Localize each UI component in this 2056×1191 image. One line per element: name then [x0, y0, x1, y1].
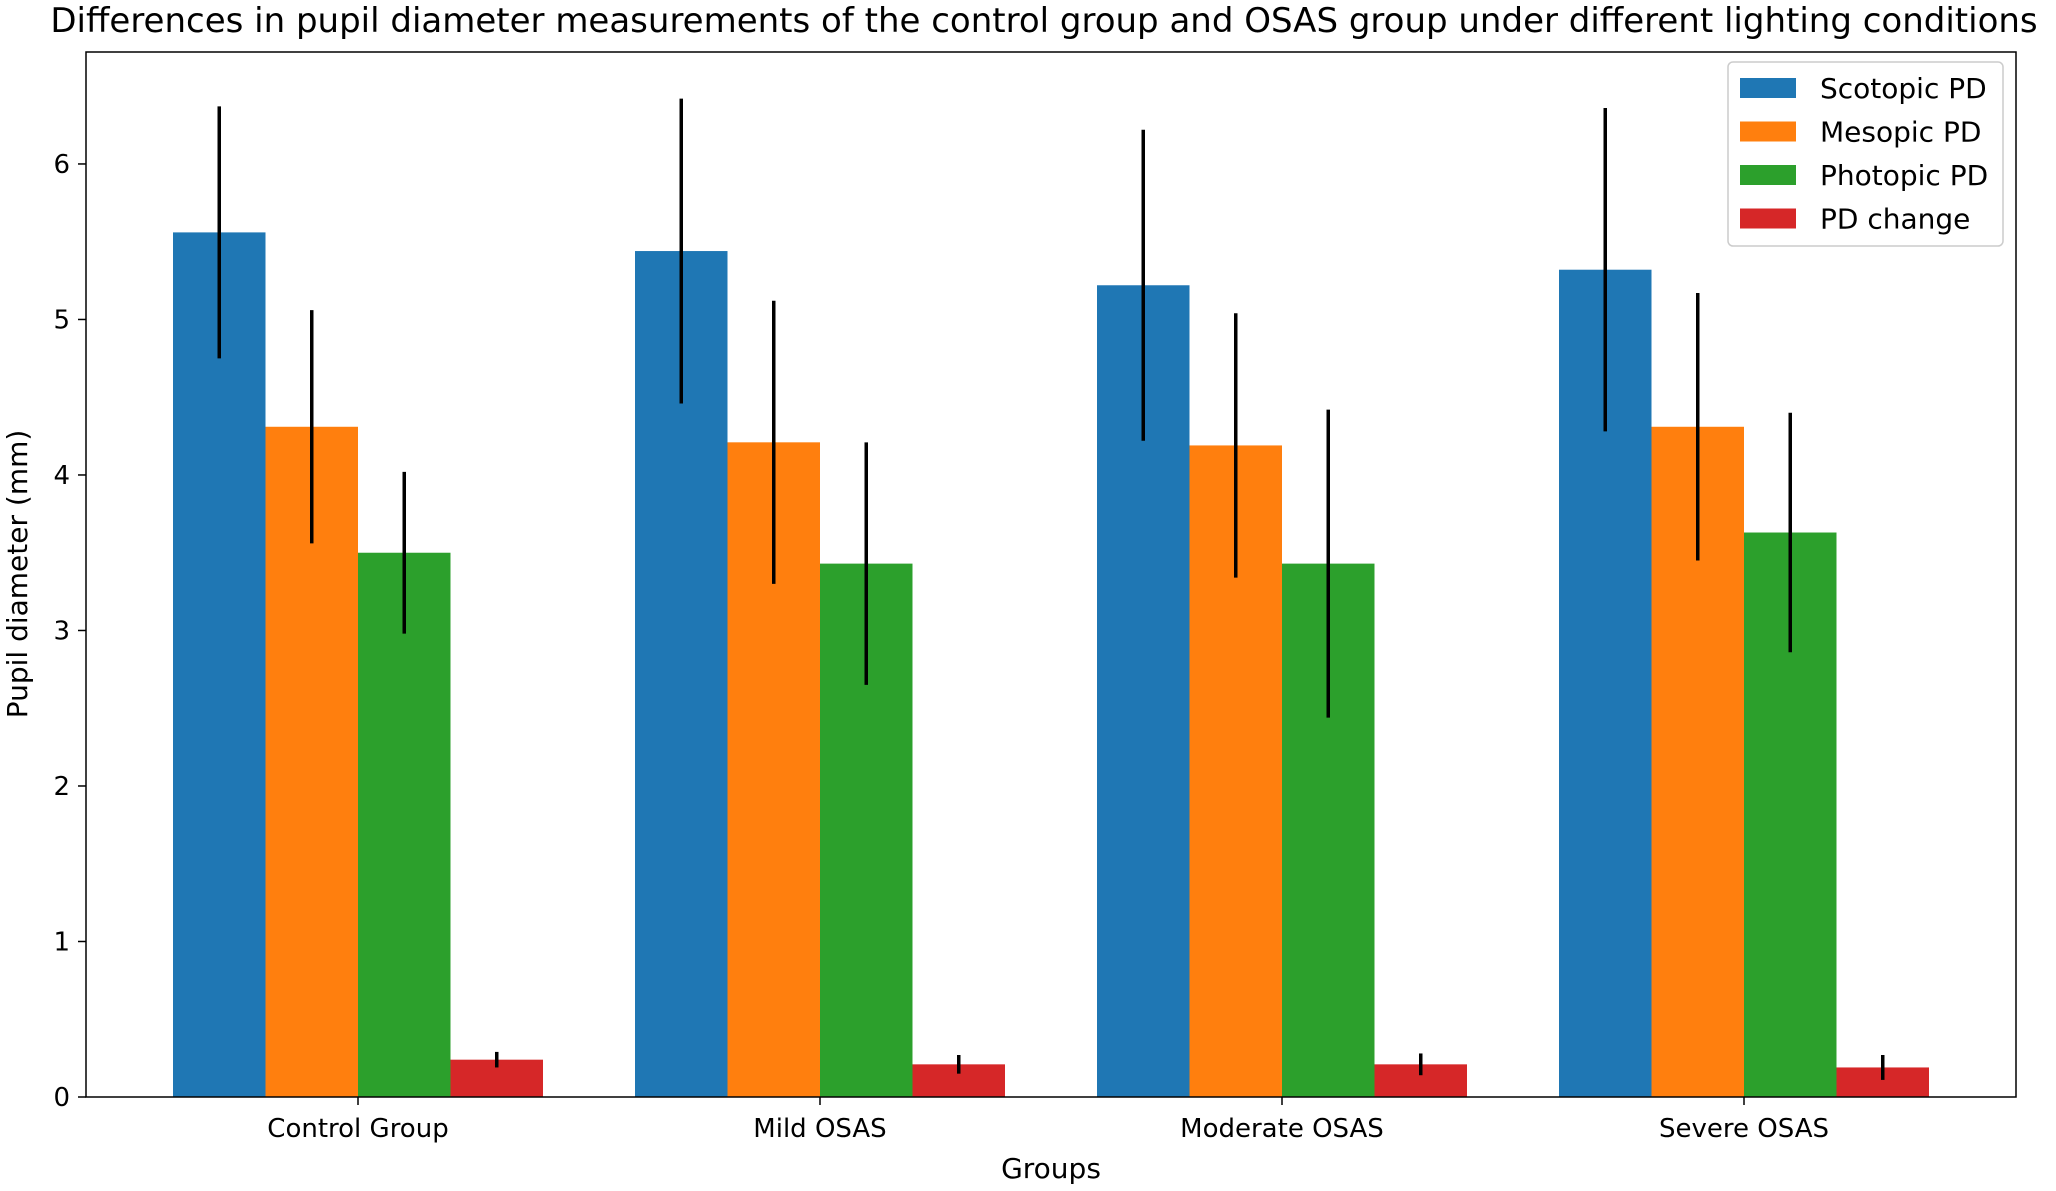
bar-photopic-pd-control-group	[358, 552, 451, 1097]
bars-layer	[173, 232, 1929, 1098]
y-tick-label-0: 0	[53, 1083, 70, 1113]
legend-swatch-mesopic-pd	[1740, 121, 1796, 142]
errorbars-layer	[217, 98, 1885, 1080]
x-tick-label-severe-osas: Severe OSAS	[1659, 1114, 1829, 1144]
x-tick-label-control-group: Control Group	[267, 1114, 448, 1144]
bar-scotopic-pd-control-group	[173, 232, 266, 1097]
y-tick-label-6: 6	[53, 150, 70, 180]
legend-frame	[1727, 61, 2004, 247]
x-axis-label: Groups	[1001, 1152, 1101, 1185]
y-tick-label-2: 2	[53, 772, 70, 802]
x-tick-label-mild-osas: Mild OSAS	[753, 1114, 886, 1144]
legend-swatch-scotopic-pd	[1740, 78, 1796, 98]
legend-swatch-photopic-pd	[1740, 165, 1796, 185]
y-tick-label-4: 4	[53, 461, 70, 491]
y-tick-label-5: 5	[53, 305, 70, 335]
y-tick-label-1: 1	[53, 927, 70, 957]
legend-label-mesopic-pd: Mesopic PD	[1820, 116, 1981, 149]
legend-label-photopic-pd: Photopic PD	[1820, 159, 1988, 192]
axes-layer: Control Group Mild OSAS Moderate OSAS Sever…	[53, 150, 1829, 1144]
x-tick-label-moderate-osas: Moderate OSAS	[1180, 1114, 1384, 1144]
legend-swatch-pd-change	[1740, 208, 1796, 229]
legend: Scotopic PD Mesopic PD Photopic PD PD chang…	[1727, 61, 2004, 247]
chart-title: Differences in pupil diameter measuremen…	[50, 1, 2037, 41]
legend-label-scotopic-pd: Scotopic PD	[1820, 72, 1987, 105]
y-axis-label: Pupil diameter (mm)	[1, 430, 34, 719]
y-tick-label-3: 3	[53, 616, 70, 646]
plot-frame	[85, 51, 2017, 1098]
legend-label-pd-change: PD change	[1820, 203, 1970, 236]
